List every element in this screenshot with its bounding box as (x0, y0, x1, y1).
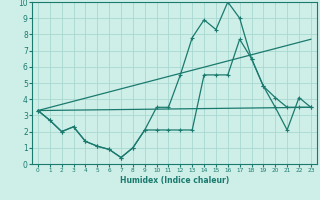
X-axis label: Humidex (Indice chaleur): Humidex (Indice chaleur) (120, 176, 229, 185)
